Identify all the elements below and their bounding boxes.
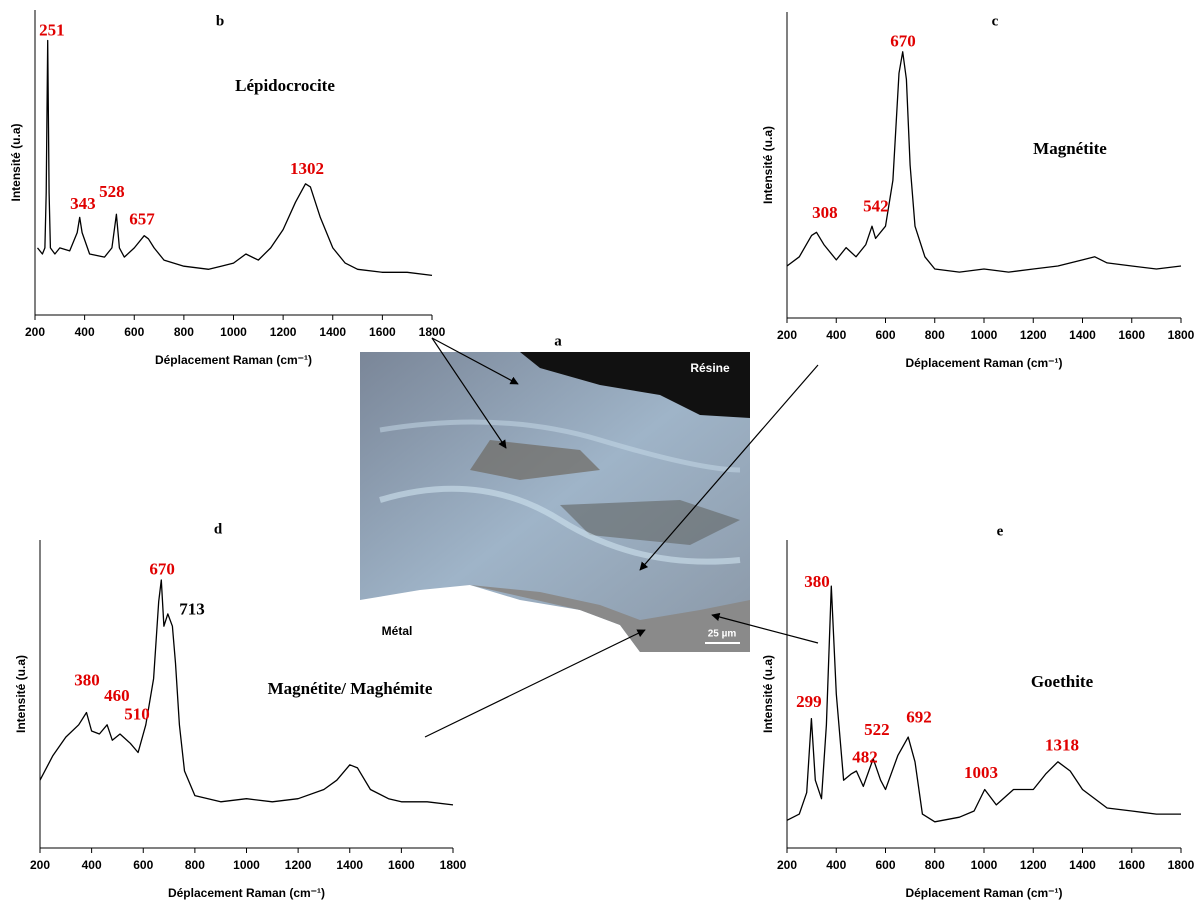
x-tick-label: 1400 [319,325,346,339]
peak-label: 251 [39,20,65,39]
panel-title: c [992,13,999,29]
resin-region [520,352,750,418]
x-tick-label: 1800 [1168,858,1195,872]
x-axis-label: Déplacement Raman (cm⁻¹) [168,886,325,900]
dark-patch [560,500,740,545]
scale-label: 25 µm [708,629,737,640]
spectrum-line [786,51,1182,273]
x-tick-label: 600 [133,858,153,872]
x-axis-label: Déplacement Raman (cm⁻¹) [905,886,1062,900]
x-tick-label: 800 [925,858,945,872]
peak-label: 1318 [1045,735,1079,754]
arrow [424,629,646,738]
spectrum-line [786,585,1181,823]
peak-label: 692 [906,708,932,727]
x-tick-label: 800 [185,858,205,872]
x-tick-label: 600 [875,858,895,872]
x-tick-label: 1800 [419,325,446,339]
arrow [639,364,819,571]
peak-label: 380 [74,671,100,690]
phase-label: Lépidocrocite [235,76,335,95]
x-tick-label: 1200 [270,325,297,339]
x-tick-label: 400 [75,325,95,339]
arrow [431,337,507,449]
peak-label: 482 [852,748,878,767]
panel-title: a [554,333,562,349]
x-tick-label: 400 [826,858,846,872]
x-tick-label: 1000 [971,328,998,342]
x-tick-label: 200 [777,858,797,872]
corrosion-layer [470,585,750,652]
peak-label: 380 [804,572,830,591]
peak-label: 713 [179,600,205,619]
peak-label: 522 [864,720,890,739]
phase-label: Goethite [1031,672,1094,691]
x-tick-label: 1600 [1118,328,1145,342]
x-tick-label: 1200 [285,858,312,872]
x-tick-label: 1600 [1118,858,1145,872]
x-tick-label: 1600 [369,325,396,339]
y-axis-label: Intensité (u.a) [761,126,775,204]
x-tick-label: 1400 [336,858,363,872]
x-tick-label: 1000 [220,325,247,339]
x-tick-label: 200 [30,858,50,872]
light-band [379,419,741,473]
x-tick-label: 800 [925,328,945,342]
metal-region [360,585,640,652]
panel-title: e [997,523,1004,539]
arrow [711,612,819,644]
spectrum-line [36,39,433,277]
x-tick-label: 1800 [440,858,467,872]
chart-panel: 200 400 600 800 1000 1200 1400 1600 1800 Déplacem… [761,12,1195,370]
resin-label: Résine [690,361,730,375]
x-tick-label: 1000 [971,858,998,872]
arrows [424,337,819,738]
y-axis-label: Intensité (u.a) [14,655,28,733]
x-tick-label: 1400 [1069,858,1096,872]
peak-label: 670 [890,32,916,51]
phase-label: Magnétite [1033,139,1107,158]
x-axis-label: Déplacement Raman (cm⁻¹) [905,356,1062,370]
x-tick-label: 1200 [1020,858,1047,872]
metal-label: Métal [382,624,413,638]
y-axis-label: Intensité (u.a) [761,655,775,733]
x-axis-label: Déplacement Raman (cm⁻¹) [155,353,312,367]
x-tick-label: 200 [25,325,45,339]
micrograph: a Résine Métal 25 µm [360,333,750,652]
x-tick-label: 1000 [233,858,260,872]
phase-label: Magnétite/ Maghémite [268,679,433,698]
peak-label: 657 [129,209,155,228]
peak-label: 542 [863,197,889,216]
peak-label: 1302 [290,159,324,178]
x-tick-label: 800 [174,325,194,339]
chart-panel: 200 400 600 800 1000 1200 1400 1600 1800 Déplacem… [761,523,1194,900]
x-tick-label: 1800 [1168,328,1195,342]
y-axis-label: Intensité (u.a) [9,123,23,201]
peak-label: 528 [99,182,125,201]
peak-label: 299 [796,692,822,711]
peak-label: 510 [124,704,150,723]
x-tick-label: 600 [124,325,144,339]
x-tick-label: 1600 [388,858,415,872]
light-band [379,485,741,565]
peak-label: 670 [149,560,175,579]
chart-panel: 200 400 600 800 1000 1200 1400 1600 1800 Déplacem… [9,10,446,367]
x-tick-label: 1200 [1020,328,1047,342]
panel-title: b [216,13,224,29]
peak-label: 308 [812,203,838,222]
x-tick-label: 200 [777,328,797,342]
x-tick-label: 400 [82,858,102,872]
dark-patch [470,440,600,480]
peak-label: 1003 [964,763,998,782]
x-tick-label: 1400 [1069,328,1096,342]
peak-label: 460 [104,686,130,705]
x-tick-label: 400 [826,328,846,342]
x-tick-label: 600 [875,328,895,342]
panel-title: d [214,521,223,537]
chart-panel: 200 400 600 800 1000 1200 1400 1600 1800 Déplacem… [14,521,466,900]
arrow [431,337,519,385]
spectrum-line [39,579,454,806]
peak-label: 343 [70,194,96,213]
